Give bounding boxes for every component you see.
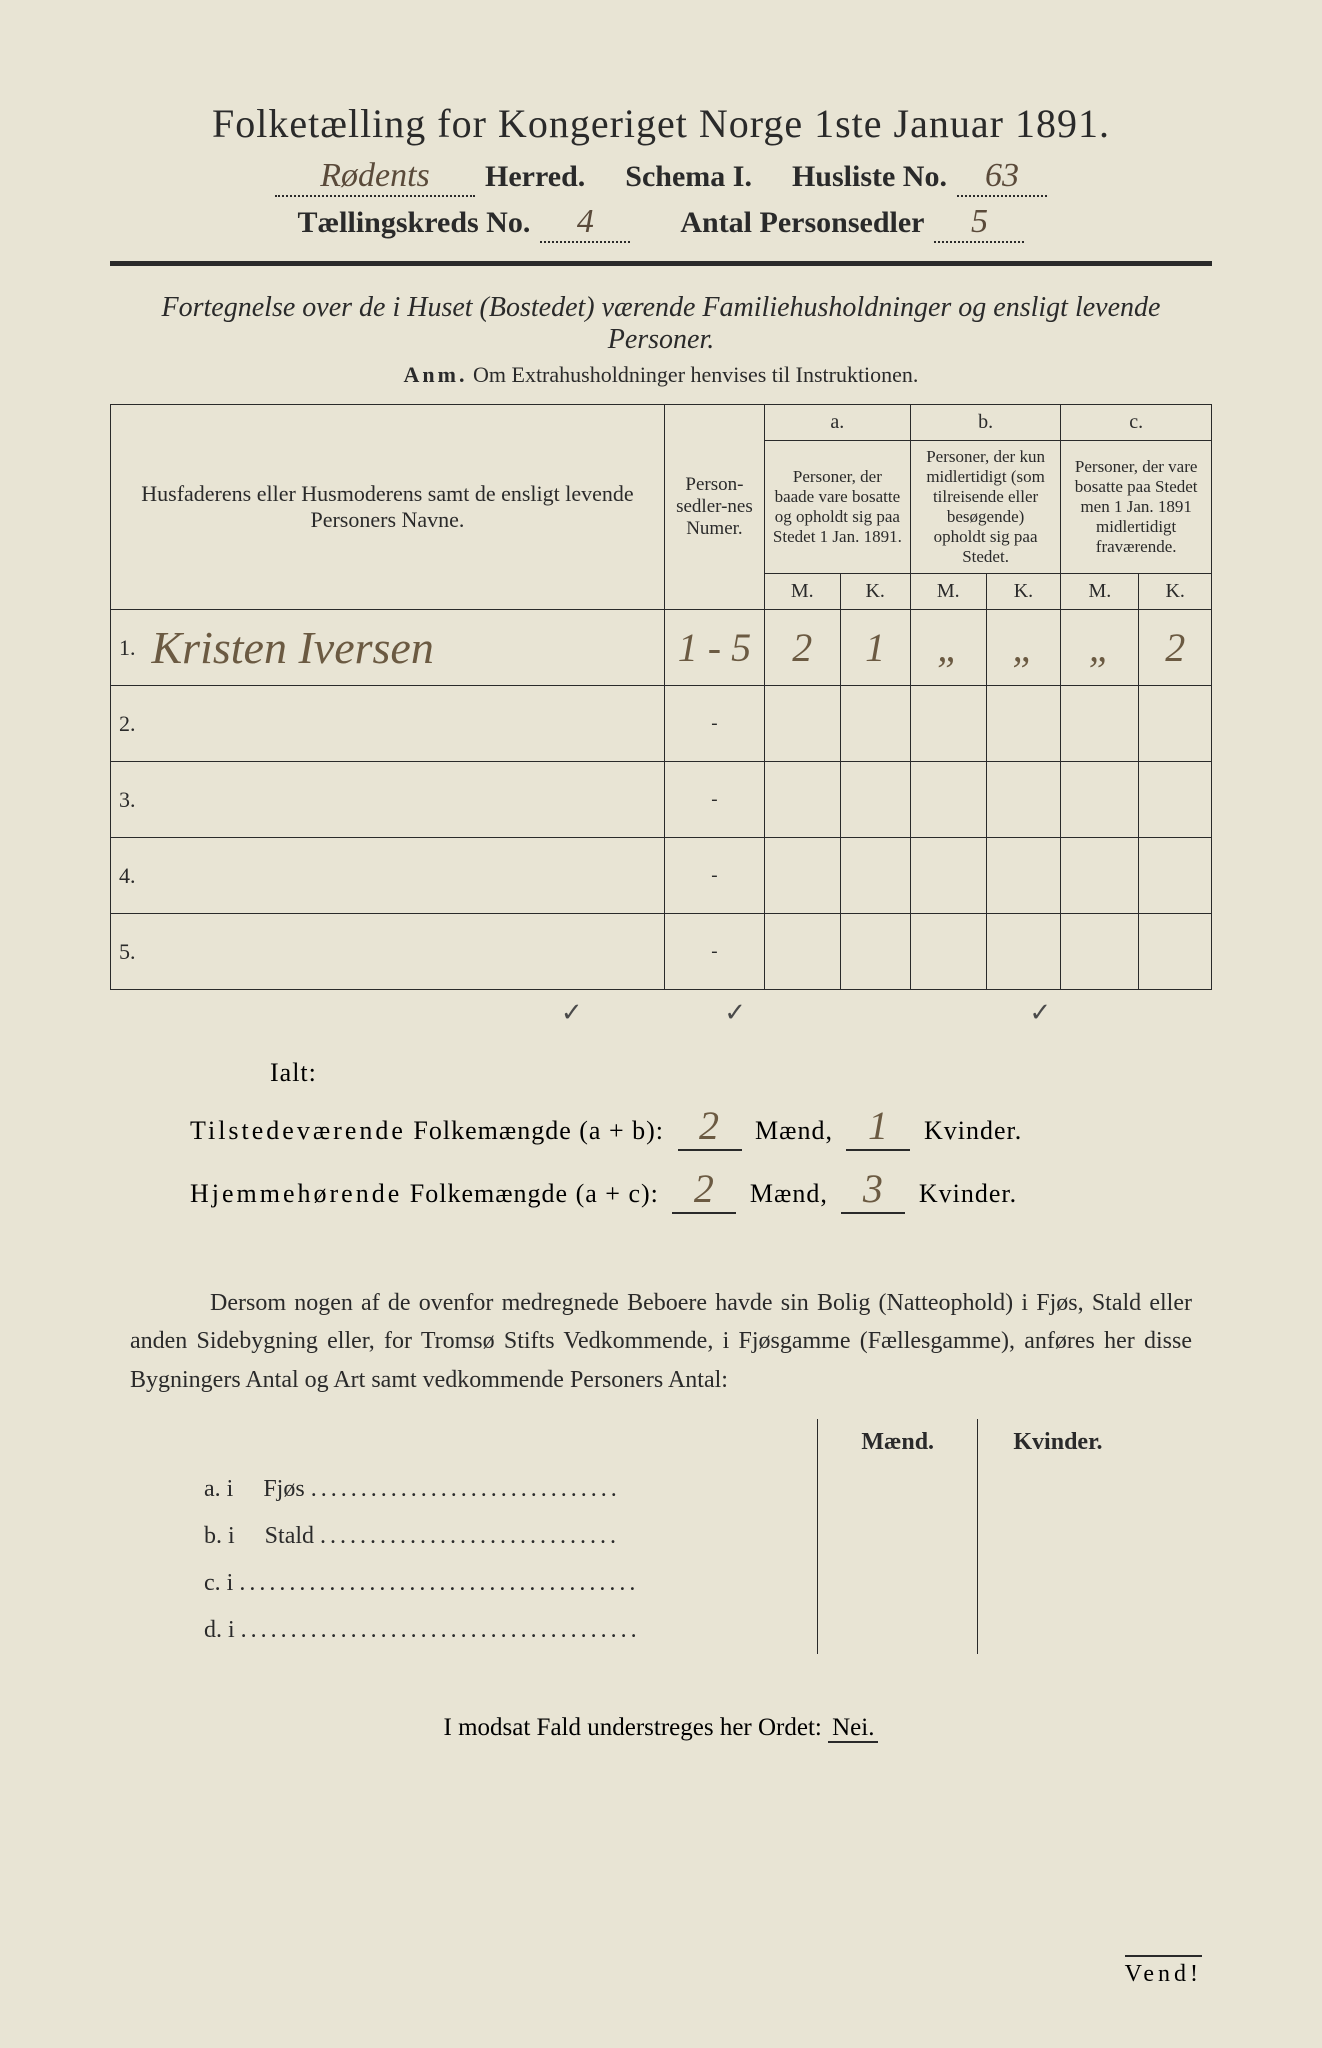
totals-line-1: Tilstedeværende Folkemængde (a + b): 2 M… — [190, 1102, 1212, 1151]
page-title: Folketælling for Kongeriget Norge 1ste J… — [110, 100, 1212, 147]
husliste-label: Husliste No. — [792, 160, 947, 194]
table-row: 2. - — [111, 686, 1212, 762]
row-name: Kristen Iversen — [144, 610, 665, 686]
kvinder-label: Kvinder. — [924, 1116, 1022, 1145]
herred-value: Rødents — [275, 159, 475, 197]
census-table: Husfaderens eller Husmoderens samt de en… — [110, 404, 1212, 990]
col-name-header: Husfaderens eller Husmoderens samt de en… — [111, 405, 665, 610]
tick-mark: ✓ — [724, 998, 746, 1028]
totals-2-m: 2 — [694, 1166, 715, 1211]
divider — [110, 261, 1212, 266]
table-header-letters: Husfaderens eller Husmoderens samt de en… — [111, 405, 1212, 441]
bldg-row-label: d. i ...................................… — [190, 1607, 818, 1654]
totals-2-lead: Hjemmehørende — [190, 1179, 402, 1208]
row-cm: „ — [1061, 610, 1139, 686]
anm-lead: Anm. — [404, 362, 468, 387]
kreds-value: 4 — [540, 205, 630, 243]
col-a-letter: a. — [764, 405, 910, 441]
col-b-desc: Personer, der kun midlertidigt (som tilr… — [910, 441, 1061, 574]
row-sedler: - — [664, 762, 764, 838]
nei-word: Nei. — [828, 1714, 878, 1743]
row-sedler: 1 - 5 — [664, 610, 764, 686]
husliste-value: 63 — [957, 159, 1047, 197]
row-name — [144, 762, 665, 838]
bldg-row: d. i ...................................… — [190, 1607, 1138, 1654]
totals-1-lead: Tilstedeværende — [190, 1116, 406, 1145]
tick-mark: ✓ — [1029, 998, 1051, 1028]
tick-row: ✓ ✓ ✓ — [110, 998, 1212, 1028]
row-sedler: - — [664, 686, 764, 762]
col-sedler-header: Person-sedler-nes Numer. — [664, 405, 764, 610]
table-row: 1. Kristen Iversen 1 - 5 2 1 „ „ „ 2 — [111, 610, 1212, 686]
bldg-row: c. i ...................................… — [190, 1560, 1138, 1607]
bldg-kvinder-header: Kvinder. — [978, 1419, 1138, 1466]
row-am: 2 — [764, 610, 840, 686]
bldg-row-label: c. i ...................................… — [190, 1560, 818, 1607]
row-name — [144, 686, 665, 762]
totals-line-2: Hjemmehørende Folkemængde (a + c): 2 Mæn… — [190, 1165, 1212, 1214]
bldg-row-label: b. i Stald .............................… — [190, 1513, 818, 1560]
herred-label: Herred. — [485, 160, 585, 194]
building-paragraph: Dersom nogen af de ovenfor medregnede Be… — [130, 1284, 1192, 1399]
row-num: 3. — [111, 762, 144, 838]
ialt-label: Ialt: — [270, 1058, 1212, 1088]
personsedler-label: Antal Personsedler — [680, 206, 924, 240]
row-bk: „ — [986, 610, 1061, 686]
maend-label: Mænd, — [755, 1116, 833, 1145]
table-row: 4. - — [111, 838, 1212, 914]
row-sedler: - — [664, 838, 764, 914]
anm-text: Om Extrahusholdninger henvises til Instr… — [473, 362, 918, 387]
header-row-2: Tællingskreds No. 4 Antal Personsedler 5 — [110, 205, 1212, 243]
schema-label: Schema I. — [625, 160, 752, 194]
totals-1-k: 1 — [868, 1103, 889, 1148]
row-ck: 2 — [1139, 610, 1212, 686]
col-c-letter: c. — [1061, 405, 1212, 441]
c-m: M. — [1061, 574, 1139, 610]
row-num: 4. — [111, 838, 144, 914]
a-m: M. — [764, 574, 840, 610]
a-k: K. — [840, 574, 910, 610]
table-row: 3. - — [111, 762, 1212, 838]
nei-line: I modsat Fald understreges her Ordet: Ne… — [110, 1714, 1212, 1742]
subtitle: Fortegnelse over de i Huset (Bostedet) v… — [110, 292, 1212, 356]
bldg-maend-header: Mænd. — [818, 1419, 978, 1466]
census-form-page: Folketælling for Kongeriget Norge 1ste J… — [0, 0, 1322, 2048]
col-a-desc: Personer, der baade vare bosatte og opho… — [764, 441, 910, 574]
totals-2-rest: Folkemængde (a + c): — [410, 1179, 659, 1208]
totals-1-m: 2 — [699, 1103, 720, 1148]
row-num: 1. — [111, 610, 144, 686]
bldg-row-label: a. i Fjøs ..............................… — [190, 1466, 818, 1513]
row-num: 2. — [111, 686, 144, 762]
bldg-row: b. i Stald .............................… — [190, 1513, 1138, 1560]
tick-mark: ✓ — [561, 998, 583, 1028]
maend-label: Mænd, — [750, 1179, 828, 1208]
vend-label: Vend! — [1125, 1955, 1202, 1988]
row-bm: „ — [910, 610, 986, 686]
kreds-label: Tællingskreds No. — [298, 206, 531, 240]
bldg-header: Mænd. Kvinder. — [190, 1419, 1138, 1466]
totals-2-k: 3 — [863, 1166, 884, 1211]
row-ak: 1 — [840, 610, 910, 686]
header-row-1: Rødents Herred. Schema I. Husliste No. 6… — [110, 159, 1212, 197]
row-sedler: - — [664, 914, 764, 990]
col-c-desc: Personer, der vare bosatte paa Stedet me… — [1061, 441, 1212, 574]
row-name — [144, 838, 665, 914]
bldg-row: a. i Fjøs ..............................… — [190, 1466, 1138, 1513]
c-k: K. — [1139, 574, 1212, 610]
b-m: M. — [910, 574, 986, 610]
building-table: Mænd. Kvinder. a. i Fjøs ...............… — [190, 1419, 1138, 1654]
kvinder-label: Kvinder. — [919, 1179, 1017, 1208]
col-b-letter: b. — [910, 405, 1061, 441]
totals-1-rest: Folkemængde (a + b): — [413, 1116, 664, 1145]
personsedler-value: 5 — [934, 205, 1024, 243]
b-k: K. — [986, 574, 1061, 610]
table-row: 5. - — [111, 914, 1212, 990]
anm-line: Anm. Om Extrahusholdninger henvises til … — [110, 362, 1212, 388]
row-num: 5. — [111, 914, 144, 990]
row-name — [144, 914, 665, 990]
